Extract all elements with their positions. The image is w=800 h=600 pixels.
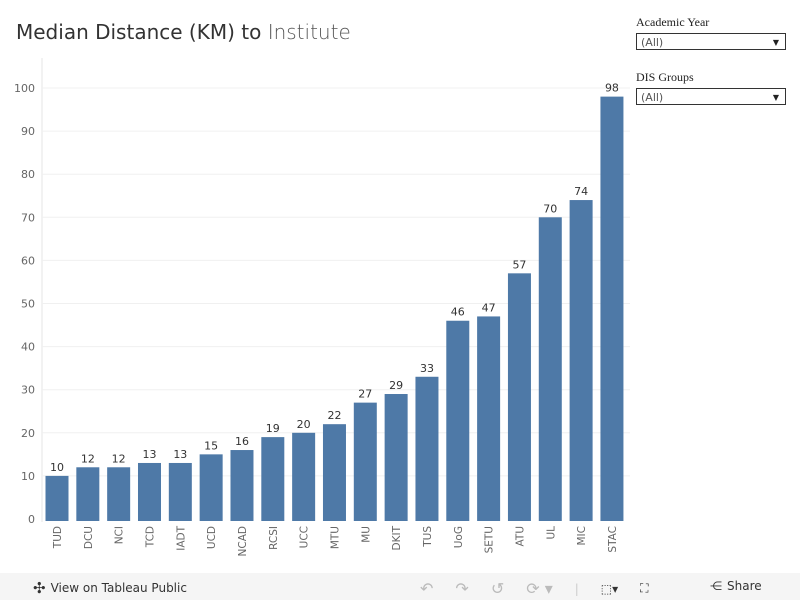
bar <box>107 467 131 521</box>
data-label: 12 <box>112 452 126 465</box>
dropdown-arrow-icon: ▼ <box>772 93 779 102</box>
view-on-tableau-button[interactable]: ✣ View on Tableau Public <box>33 579 187 597</box>
bar <box>569 200 593 521</box>
bar <box>538 217 562 522</box>
data-label: 13 <box>173 448 187 461</box>
x-tick-label: RCSI <box>268 526 280 550</box>
data-label: 57 <box>512 258 526 271</box>
bar <box>199 454 223 521</box>
data-label: 22 <box>327 409 341 422</box>
data-label: 10 <box>50 461 64 474</box>
bar <box>45 475 69 521</box>
y-tick-label: 20 <box>21 427 35 440</box>
data-label: 70 <box>543 202 557 215</box>
data-label: 13 <box>142 448 156 461</box>
data-label: 29 <box>389 379 403 392</box>
y-tick-label: 40 <box>21 341 35 354</box>
bar <box>261 437 285 521</box>
bar <box>415 376 439 521</box>
x-tick-label: NCAD <box>237 526 249 556</box>
bar <box>230 450 254 521</box>
title-light: Institute <box>267 20 351 44</box>
x-tick-label: MIC <box>576 526 588 546</box>
dis-groups-filter: DIS Groups (All) ▼ <box>636 70 786 105</box>
filter-label: DIS Groups <box>636 70 694 84</box>
dropdown-value: (All) <box>641 91 664 104</box>
bar <box>477 316 501 521</box>
tableau-logo-icon: ✣ <box>33 579 46 597</box>
bar <box>292 432 316 521</box>
revert-icon[interactable]: ↺ <box>490 579 505 598</box>
academic-year-dropdown[interactable]: (All) ▼ <box>636 33 786 50</box>
x-tick-label: STAC <box>607 526 619 553</box>
bar <box>322 424 346 521</box>
data-label: 74 <box>574 185 588 198</box>
y-tick-label: 60 <box>21 254 35 267</box>
x-tick-label: UCC <box>299 526 311 548</box>
bar <box>168 462 192 521</box>
data-label: 16 <box>235 435 249 448</box>
undo-icon[interactable]: ↶ <box>420 579 434 598</box>
data-label: 20 <box>297 418 311 431</box>
download-icon[interactable]: ⬚▾ <box>600 581 619 596</box>
bar-chart: 0 10 20 30 40 50 60 70 80 90 100 10 TUD 12 DCU 12 NCI 13 T… <box>14 58 630 556</box>
x-tick-label: UCD <box>206 526 218 549</box>
bar <box>76 467 100 521</box>
x-tick-label: TUS <box>422 526 434 548</box>
x-tick-label: UoG <box>453 526 465 548</box>
share-label: Share <box>727 579 762 593</box>
redo-icon[interactable]: ↷ <box>455 579 469 598</box>
dropdown-value: (All) <box>641 36 664 49</box>
view-label: View on Tableau Public <box>50 581 187 595</box>
fullscreen-icon[interactable]: ⛶ <box>640 581 649 595</box>
x-tick-label: DKIT <box>391 525 403 550</box>
y-tick-label: 50 <box>21 298 35 311</box>
data-label: 47 <box>482 301 496 314</box>
dis-groups-dropdown[interactable]: (All) ▼ <box>636 88 786 105</box>
y-tick-label: 80 <box>21 168 35 181</box>
data-label: 19 <box>266 422 280 435</box>
bar <box>507 273 531 521</box>
bar <box>384 394 408 521</box>
data-label: 12 <box>81 452 95 465</box>
x-tick-label: MTU <box>329 526 341 549</box>
bar <box>137 462 161 521</box>
data-label: 27 <box>358 388 372 401</box>
y-tick-label: 0 <box>28 513 35 526</box>
x-tick-label: SETU <box>484 526 496 553</box>
chart-title: Median Distance (KM) to Institute <box>16 20 351 44</box>
x-tick-label: DCU <box>83 526 95 549</box>
data-label: 33 <box>420 362 434 375</box>
bar <box>446 320 470 521</box>
x-tick-label: TCD <box>144 526 156 548</box>
bar <box>600 96 624 522</box>
toolbar: ✣ View on Tableau Public ↶ ↷ ↺ ⟳ ▾ | ⬚▾ ⛶… <box>0 573 800 600</box>
y-tick-label: 70 <box>21 211 35 224</box>
refresh-icon[interactable]: ⟳ ▾ <box>526 579 553 598</box>
title-main: Median Distance (KM) to <box>16 20 262 44</box>
x-tick-label: UL <box>545 526 557 540</box>
x-tick-label: NCI <box>114 526 126 544</box>
data-label: 46 <box>451 306 465 319</box>
divider: | <box>574 581 579 596</box>
x-tick-label: MU <box>360 526 372 543</box>
share-button[interactable]: ⋲ Share <box>710 579 762 593</box>
x-tick-label: IADT <box>175 525 187 550</box>
y-tick-label: 100 <box>14 82 35 95</box>
academic-year-filter: Academic Year (All) ▼ <box>636 15 786 50</box>
y-tick-label: 90 <box>21 125 35 138</box>
y-tick-label: 10 <box>21 470 35 483</box>
data-label: 15 <box>204 439 218 452</box>
share-icon: ⋲ <box>710 579 722 593</box>
x-tick-label: TUD <box>52 526 64 549</box>
y-tick-label: 30 <box>21 384 35 397</box>
x-tick-label: ATU <box>514 526 526 546</box>
filter-label: Academic Year <box>636 15 710 29</box>
data-label: 98 <box>605 82 619 95</box>
dropdown-arrow-icon: ▼ <box>772 38 779 47</box>
bar <box>353 402 377 521</box>
